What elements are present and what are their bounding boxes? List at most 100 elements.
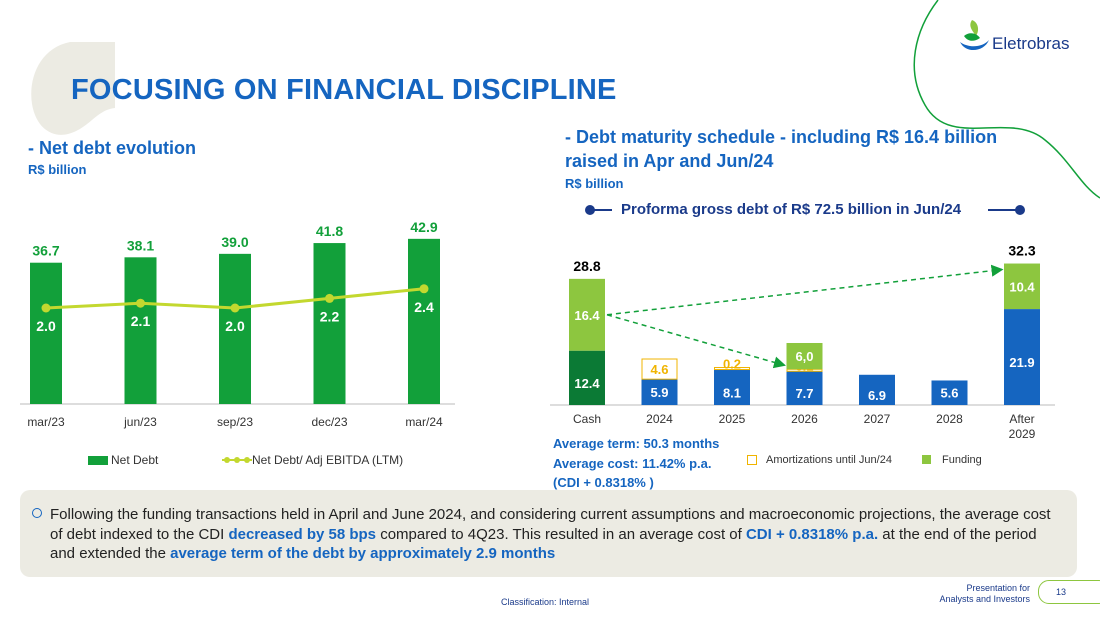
funding-flow-arrow bbox=[606, 314, 786, 369]
amortization-value-label: 4.6 bbox=[650, 362, 668, 377]
legend-ratio-label: Net Debt/ Adj EBITDA (LTM) bbox=[252, 453, 404, 467]
decorative-blob bbox=[31, 42, 116, 135]
footer-line2: Analysts and Investors bbox=[939, 594, 1030, 604]
summary-highlight-cost: CDI + 0.8318% p.a. bbox=[745, 525, 879, 543]
proforma-bracket bbox=[585, 205, 1025, 215]
average-term: Average term: 50.3 months bbox=[553, 436, 720, 451]
net-debt-value-label: 38.1 bbox=[127, 237, 154, 253]
legend-ratio-swatch bbox=[222, 457, 252, 463]
net-debt-value-label: 36.7 bbox=[32, 243, 59, 259]
decorative-curve bbox=[913, 0, 1100, 199]
summary-highlight-bps: decreased by 58 bps bbox=[228, 525, 377, 543]
funding-bar-segment bbox=[1004, 263, 1040, 310]
debt-value-label: 6.9 bbox=[868, 388, 886, 403]
maturity-unit: R$ billion bbox=[565, 176, 624, 191]
debt-value-label: 12.4 bbox=[574, 376, 600, 391]
ratio-value-label: 2.0 bbox=[36, 318, 56, 334]
brand-name: Eletrobras bbox=[992, 34, 1070, 53]
net-debt-bar bbox=[219, 253, 251, 404]
net-debt-bar bbox=[124, 257, 157, 404]
ratio-point bbox=[325, 293, 334, 303]
x-tick-label: 2028 bbox=[936, 412, 963, 426]
classification-label: Classification: Internal bbox=[501, 597, 590, 607]
x-tick-label: mar/23 bbox=[27, 415, 65, 429]
ratio-value-label: 2.4 bbox=[414, 299, 434, 315]
x-tick-label: Cash bbox=[573, 412, 601, 426]
ratio-value-label: 2.0 bbox=[225, 318, 245, 334]
net-debt-subtitle: - Net debt evolution bbox=[28, 138, 196, 158]
x-tick-label: 2027 bbox=[864, 412, 891, 426]
debt-bar-segment bbox=[569, 350, 605, 405]
ratio-point bbox=[230, 303, 240, 313]
summary-text: Following the funding transactions held … bbox=[50, 505, 1060, 564]
net-debt-value-label: 39.0 bbox=[221, 234, 248, 250]
eletrobras-logo bbox=[958, 18, 990, 57]
legend-net-debt-label: Net Debt bbox=[111, 453, 159, 467]
debt-value-label: 8.1 bbox=[723, 385, 741, 400]
total-value-label: 32.3 bbox=[1008, 243, 1035, 259]
funding-bar-segment bbox=[786, 342, 823, 370]
debt-value-label: 21.9 bbox=[1009, 355, 1034, 370]
debt-bar-segment bbox=[931, 380, 968, 405]
x-tick-label: 2024 bbox=[646, 412, 673, 426]
debt-bar-segment bbox=[641, 379, 678, 405]
ratio-point bbox=[136, 298, 145, 308]
page-number-pill bbox=[1038, 580, 1100, 604]
proforma-label: Proforma gross debt of R$ 72.5 billion i… bbox=[621, 201, 962, 218]
funding-value-label: 16.4 bbox=[574, 308, 600, 323]
summary-highlight-term: average term of the debt by approximatel… bbox=[170, 545, 556, 562]
footer-line1: Presentation for bbox=[966, 583, 1030, 593]
x-tick-label: 2025 bbox=[719, 412, 746, 426]
amortization-value-label: 0.2 bbox=[723, 357, 741, 372]
summary-panel: Following the funding transactions held … bbox=[20, 490, 1077, 577]
x-tick-label: 2026 bbox=[791, 412, 818, 426]
net-debt-chart: 36.7 mar/23 38.1 jun/23 39.0 sep/23 41.8 dec/23… bbox=[20, 219, 455, 429]
net-debt-value-label: 42.9 bbox=[410, 219, 437, 235]
debt-value-label: 7.7 bbox=[795, 386, 813, 401]
debt-value-label: 5.6 bbox=[940, 386, 958, 401]
x-tick-label: jun/23 bbox=[123, 415, 157, 429]
eletrobras-logo-icon bbox=[960, 20, 989, 51]
debt-bar-segment bbox=[859, 374, 895, 405]
bullet-icon bbox=[32, 508, 42, 518]
legend-net-debt-swatch bbox=[88, 456, 108, 465]
summary-part-2: compared to 4Q23. This resulted in an av… bbox=[376, 525, 746, 543]
debt-maturity-chart: 12.416.428.8Cash5.94.620248.10.220257.70… bbox=[550, 243, 1055, 441]
ratio-point bbox=[419, 284, 429, 294]
ratio-value-label: 2.1 bbox=[131, 313, 151, 329]
summary-part-3: at the end of the period and extended th… bbox=[50, 525, 1037, 563]
average-cost-detail: (CDI + 0.8318% ) bbox=[553, 475, 654, 490]
debt-value-label: 5.9 bbox=[650, 385, 668, 400]
x-tick-label: sep/23 bbox=[217, 415, 253, 429]
debt-bar-segment bbox=[786, 371, 823, 405]
net-debt-unit: R$ billion bbox=[28, 162, 87, 177]
net-debt-bar bbox=[30, 262, 62, 404]
ratio-value-label: 2.2 bbox=[320, 308, 340, 324]
amortization-segment bbox=[714, 367, 750, 371]
amortization-segment bbox=[641, 358, 678, 380]
funding-flow-arrow bbox=[606, 264, 1004, 316]
x-tick-label: mar/24 bbox=[405, 415, 443, 429]
legend-funding-swatch bbox=[922, 455, 931, 464]
footer-presentation: Presentation for Analysts and Investors bbox=[900, 583, 1030, 605]
maturity-subtitle-line2: raised in Apr and Jun/24 bbox=[565, 151, 774, 171]
x-tick-label: 2029 bbox=[1009, 427, 1036, 441]
funding-value-label: 6,0 bbox=[795, 349, 813, 364]
average-cost: Average cost: 11.42% p.a. bbox=[553, 456, 712, 471]
x-tick-label: After bbox=[1009, 412, 1034, 426]
ratio-point bbox=[41, 303, 51, 313]
debt-bar-segment bbox=[1004, 309, 1040, 405]
funding-bar-segment bbox=[569, 278, 605, 351]
page-title: FOCUSING ON FINANCIAL DISCIPLINE bbox=[71, 74, 617, 106]
net-debt-bar bbox=[408, 238, 440, 404]
debt-bar-segment bbox=[714, 369, 750, 405]
summary-part-1: Following the funding transactions held … bbox=[50, 506, 1051, 543]
x-tick-label: dec/23 bbox=[311, 415, 347, 429]
net-debt-bar bbox=[313, 243, 346, 404]
legend-amortizations-swatch bbox=[747, 455, 757, 465]
maturity-subtitle-line1: - Debt maturity schedule - including R$ … bbox=[565, 127, 998, 147]
net-debt-value-label: 41.8 bbox=[316, 223, 343, 239]
legend-funding-label: Funding bbox=[942, 454, 982, 466]
funding-value-label: 10.4 bbox=[1009, 279, 1035, 294]
